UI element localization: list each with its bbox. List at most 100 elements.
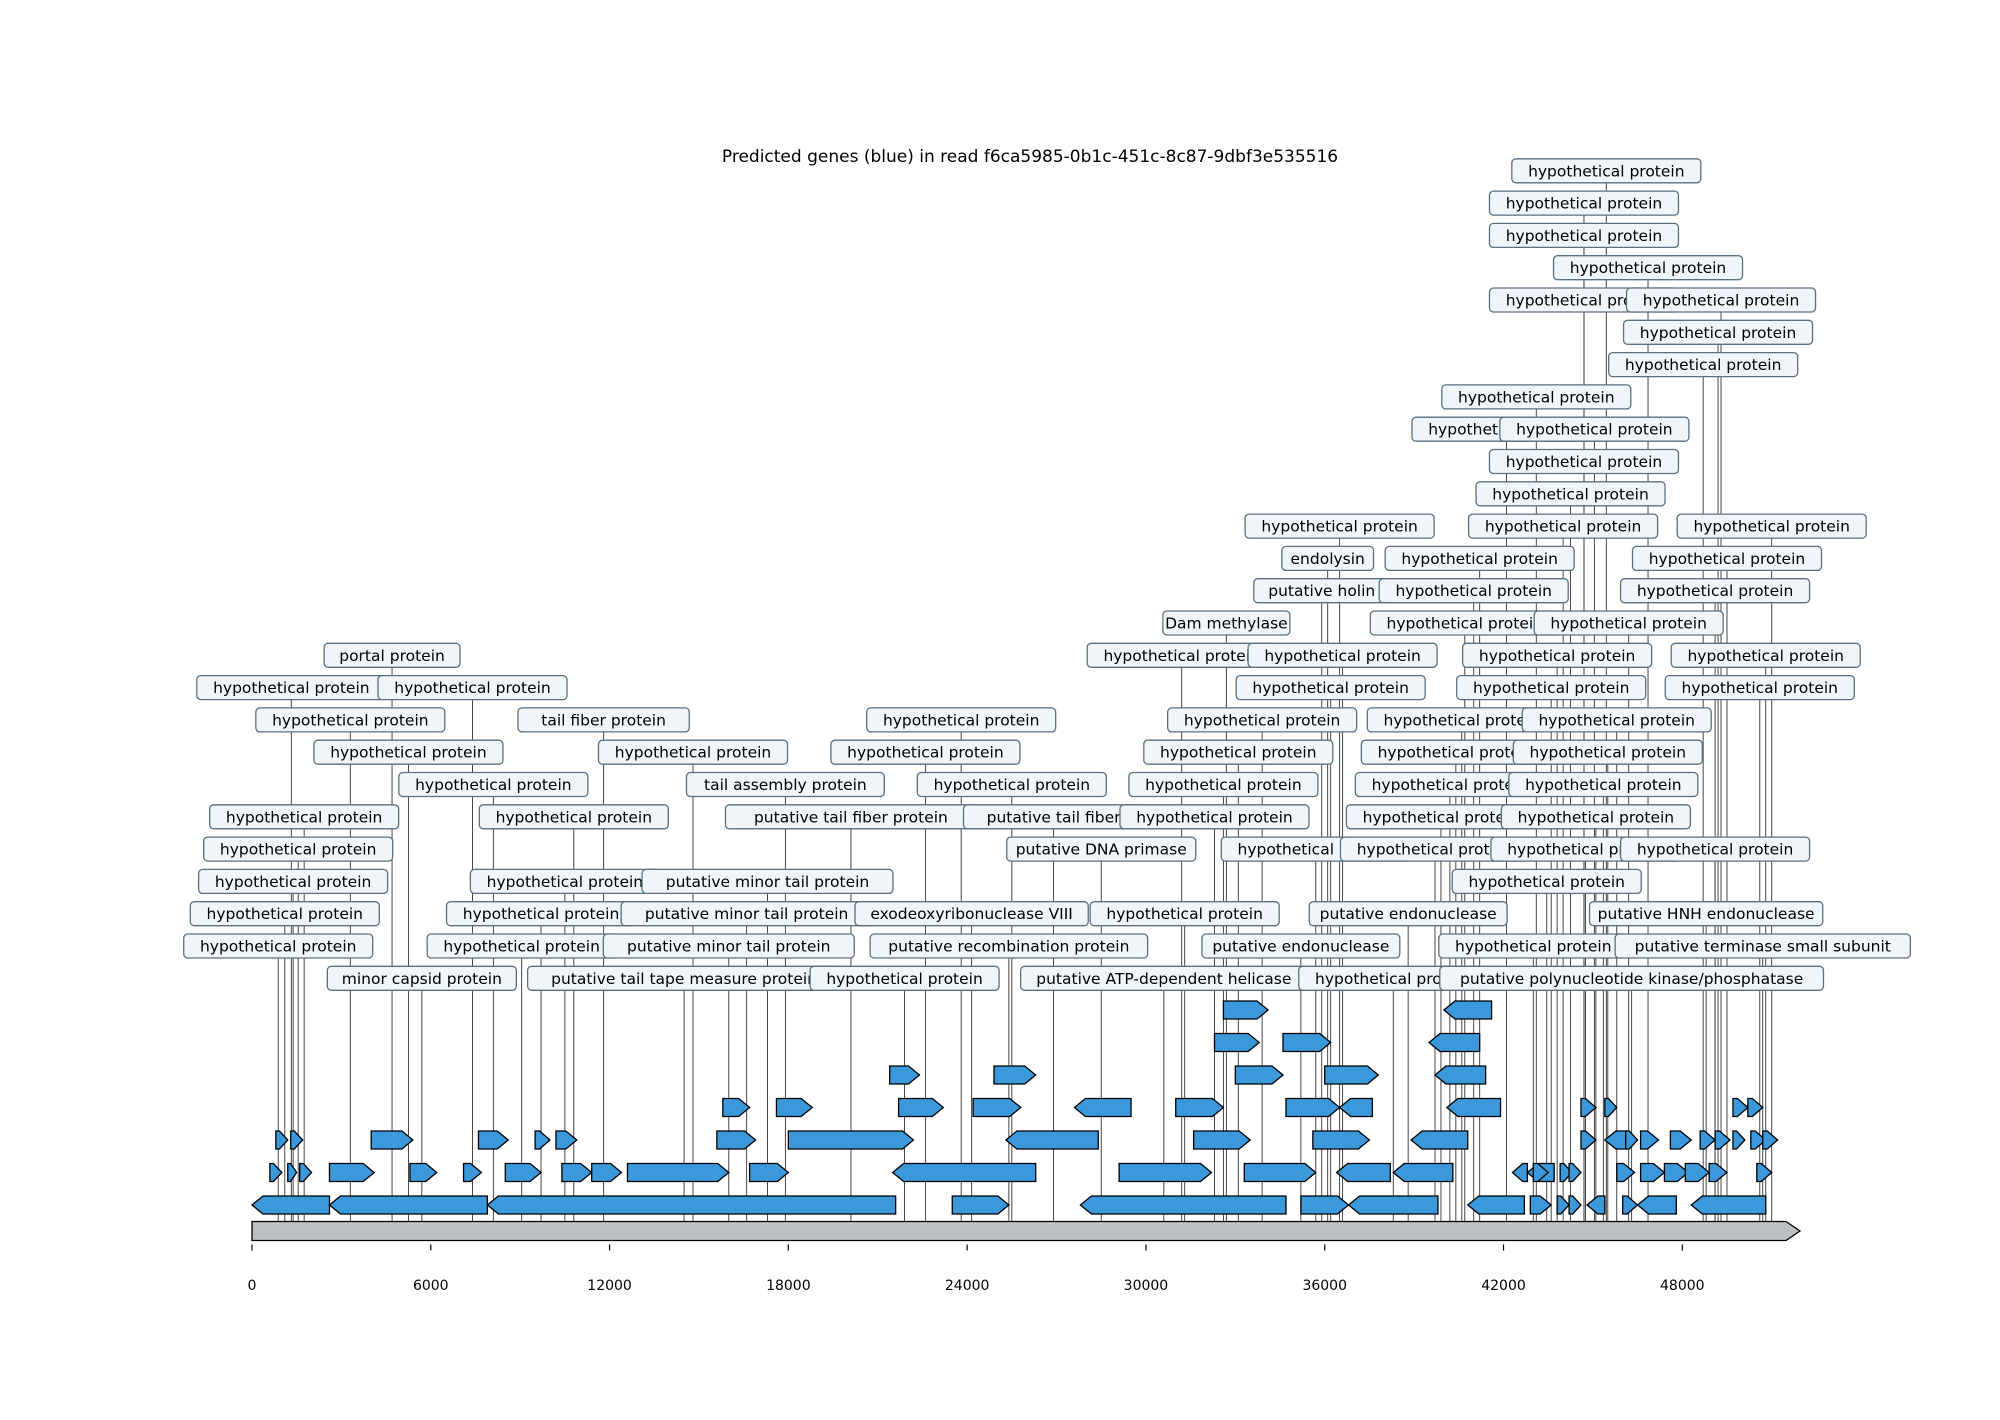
gene-arrow[interactable] — [1282, 1032, 1332, 1053]
gene-label[interactable]: hypothetical protein — [377, 674, 568, 701]
gene-label[interactable]: hypothetical protein — [1488, 190, 1680, 216]
gene-label[interactable]: hypothetical protein — [1451, 868, 1642, 895]
gene-label[interactable]: hypothetical protein — [1670, 642, 1861, 668]
gene-label[interactable]: hypothetical protein — [1441, 384, 1632, 410]
gene-label[interactable]: putative ATP-dependent helicase — [1019, 965, 1308, 991]
gene-arrow[interactable] — [1639, 1162, 1666, 1183]
gene-label[interactable]: hypothetical protein — [478, 804, 669, 830]
gene-arrow[interactable] — [1622, 1195, 1639, 1215]
gene-label[interactable]: hypothetical protein — [1488, 222, 1680, 249]
gene-label[interactable]: hypothetical protein — [1552, 255, 1744, 281]
gene-arrow[interactable] — [1234, 1065, 1285, 1085]
gene-label[interactable]: putative endonuclease — [1201, 933, 1401, 959]
gene-label[interactable]: hypothetical protein — [1512, 739, 1703, 765]
gene-arrow[interactable] — [1073, 1097, 1132, 1118]
gene-label[interactable]: putative recombination protein — [869, 933, 1149, 959]
gene-arrow[interactable] — [891, 1162, 1037, 1183]
gene-label[interactable]: hypothetical protein — [1366, 707, 1557, 733]
gene-arrow[interactable] — [1445, 1097, 1502, 1118]
gene-label[interactable]: hypothetical protein — [426, 933, 617, 959]
gene-label[interactable]: hypothetical protein — [208, 804, 400, 830]
gene-arrow[interactable] — [1335, 1162, 1391, 1183]
gene-arrow[interactable] — [1580, 1097, 1597, 1118]
gene-arrow[interactable] — [1338, 1097, 1374, 1118]
gene-label[interactable]: putative endonuclease — [1308, 901, 1508, 927]
gene-arrow[interactable] — [1585, 1195, 1606, 1215]
gene-label[interactable]: portal protein — [323, 642, 461, 668]
gene-arrow[interactable] — [1347, 1195, 1439, 1215]
gene-arrow[interactable] — [462, 1162, 483, 1183]
gene-arrow[interactable] — [1532, 1162, 1550, 1183]
gene-arrow[interactable] — [1708, 1162, 1729, 1183]
gene-label[interactable]: hypothetical protein — [469, 868, 661, 895]
gene-arrow[interactable] — [1442, 1000, 1493, 1020]
gene-label[interactable]: hypothetical protein — [1235, 674, 1426, 701]
gene-arrow[interactable] — [486, 1195, 897, 1215]
gene-label[interactable]: hypothetical protein — [1438, 933, 1629, 959]
gene-label[interactable]: hypothetical protein — [1500, 804, 1692, 830]
gene-label[interactable]: putative holin — [1253, 578, 1391, 604]
gene-label[interactable]: hypothetical protein — [1345, 804, 1537, 830]
gene-label[interactable]: hypothetical protein — [1166, 707, 1358, 733]
gene-label[interactable]: hypothetical protein — [1631, 545, 1823, 572]
gene-label[interactable]: putative tail tape measure protein — [526, 965, 842, 991]
gene-arrow[interactable] — [1392, 1162, 1454, 1183]
gene-arrow[interactable] — [591, 1162, 623, 1183]
gene-arrow[interactable] — [722, 1097, 751, 1118]
gene-label[interactable]: minor capsid protein — [326, 965, 517, 991]
gene-label[interactable]: hypothetical protein — [1619, 836, 1811, 862]
gene-arrow[interactable] — [1079, 1195, 1287, 1215]
gene-arrow[interactable] — [370, 1130, 414, 1150]
gene-label[interactable]: hypothetical protein — [196, 674, 387, 701]
gene-arrow[interactable] — [1312, 1130, 1371, 1150]
gene-label[interactable]: hypothetical protein — [830, 739, 1021, 765]
gene-label[interactable]: hypothetical protein — [1128, 771, 1319, 798]
gene-arrow[interactable] — [1750, 1130, 1767, 1150]
gene-arrow[interactable] — [787, 1130, 915, 1150]
gene-label[interactable]: hypothetical protein — [1475, 481, 1666, 507]
gene-arrow[interactable] — [1300, 1195, 1350, 1215]
gene-arrow[interactable] — [290, 1130, 304, 1150]
gene-arrow[interactable] — [1616, 1162, 1636, 1183]
gene-arrow[interactable] — [1669, 1130, 1693, 1150]
gene-arrow[interactable] — [1747, 1097, 1764, 1118]
gene-label[interactable]: putative tail fiber protein — [724, 804, 978, 830]
gene-arrow[interactable] — [328, 1195, 489, 1215]
gene-arrow[interactable] — [716, 1130, 757, 1150]
gene-arrow[interactable] — [477, 1130, 510, 1150]
gene-label[interactable]: putative minor tail protein — [602, 933, 855, 959]
gene-arrow[interactable] — [561, 1162, 593, 1183]
gene-label[interactable]: hypothetical protein — [1676, 513, 1867, 539]
gene-arrow[interactable] — [626, 1162, 730, 1183]
gene-label[interactable]: putative minor tail protein — [641, 868, 894, 895]
gene-label[interactable]: hypothetical protein — [1086, 642, 1277, 668]
gene-label[interactable]: hypothetical protein — [866, 707, 1057, 733]
gene-arrow[interactable] — [1732, 1130, 1746, 1150]
gene-label[interactable]: Dam methylase — [1162, 610, 1291, 636]
gene-label[interactable]: hypothetical protein — [1521, 707, 1712, 733]
gene-label[interactable]: hypothetical protein — [809, 965, 1000, 991]
gene-arrow[interactable] — [1175, 1097, 1225, 1118]
gene-arrow[interactable] — [775, 1097, 814, 1118]
gene-label[interactable]: hypothetical protein — [398, 771, 589, 798]
gene-label[interactable]: hypothetical protein — [183, 933, 374, 959]
gene-label[interactable]: hypothetical protein — [1089, 901, 1280, 927]
gene-arrow[interactable] — [1684, 1162, 1711, 1183]
gene-arrow[interactable] — [1568, 1195, 1582, 1215]
gene-label[interactable]: hypothetical protein — [1247, 642, 1438, 668]
gene-label[interactable]: hypothetical protein — [1619, 578, 1811, 604]
gene-label[interactable]: hypothetical protein — [1119, 804, 1310, 830]
gene-arrow[interactable] — [1699, 1130, 1717, 1150]
gene-label[interactable]: hypothetical protein — [1508, 771, 1699, 798]
gene-label[interactable]: hypothetical protein — [197, 868, 389, 895]
gene-label[interactable]: hypothetical protein — [1533, 610, 1724, 636]
gene-arrow[interactable] — [897, 1097, 945, 1118]
gene-arrow[interactable] — [1559, 1162, 1573, 1183]
gene-label[interactable]: putative tail fiber — [962, 804, 1145, 830]
gene-arrow[interactable] — [1639, 1130, 1660, 1150]
gene-arrow[interactable] — [1636, 1195, 1677, 1215]
gene-label[interactable]: hypothetical protein — [1384, 545, 1575, 572]
gene-label[interactable]: hypothetical protein — [1499, 416, 1690, 442]
gene-arrow[interactable] — [1410, 1130, 1469, 1150]
gene-label[interactable]: hypothetical protein — [1339, 836, 1531, 862]
